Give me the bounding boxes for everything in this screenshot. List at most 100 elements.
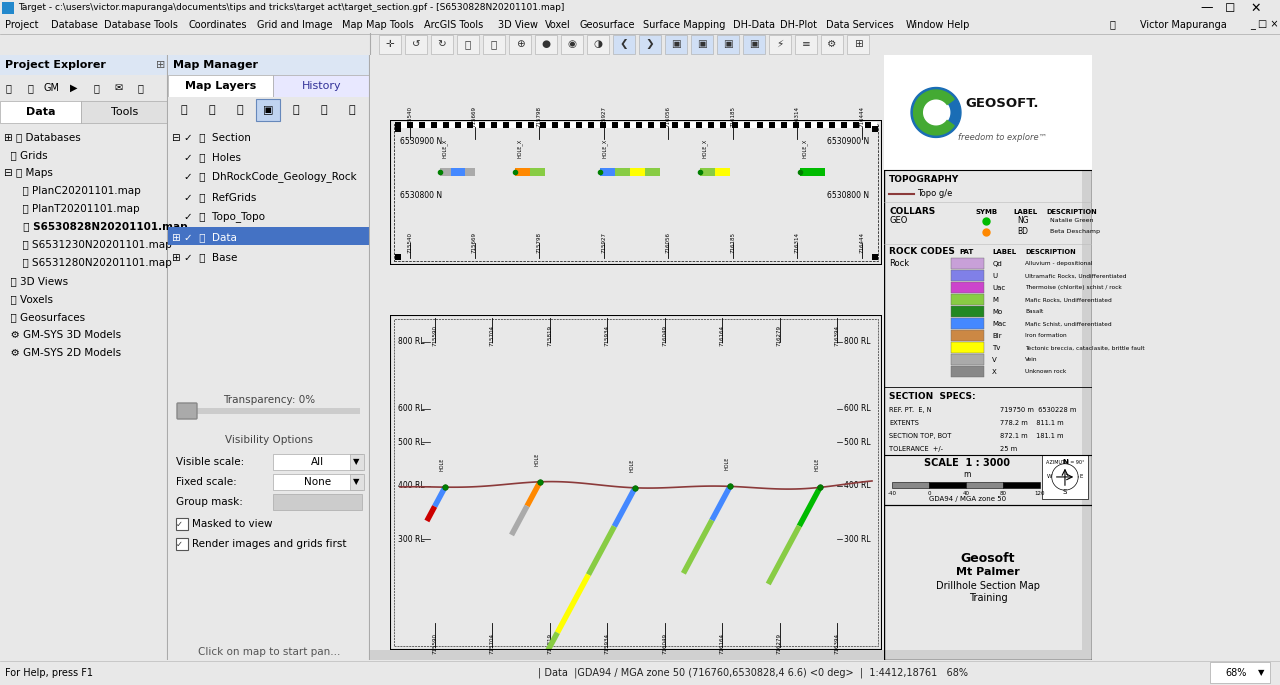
Text: 715540: 715540 xyxy=(407,232,412,253)
Text: 0: 0 xyxy=(927,491,931,496)
Text: ◻: ◻ xyxy=(1225,1,1235,14)
Text: HOLE_X: HOLE_X xyxy=(517,139,522,158)
Bar xyxy=(449,122,456,128)
Bar xyxy=(534,122,540,128)
Bar xyxy=(685,122,690,128)
Bar xyxy=(817,122,823,128)
Bar xyxy=(530,169,545,176)
Text: DESCRIPTION: DESCRIPTION xyxy=(1046,209,1097,215)
Bar xyxy=(696,122,703,128)
Bar xyxy=(527,122,534,128)
Text: ↻: ↻ xyxy=(438,39,447,49)
Text: 715590: 715590 xyxy=(433,325,438,346)
Bar xyxy=(787,122,792,128)
Text: ▼: ▼ xyxy=(1258,668,1265,677)
Bar xyxy=(892,482,929,488)
Bar xyxy=(273,75,370,97)
Bar xyxy=(168,97,370,123)
Text: Visibility Options: Visibility Options xyxy=(225,435,314,445)
Text: ✓  🗺  Topo_Topo: ✓ 🗺 Topo_Topo xyxy=(184,212,265,223)
Bar xyxy=(951,319,984,329)
Text: HOLE_X: HOLE_X xyxy=(803,139,808,158)
Text: None: None xyxy=(303,477,332,487)
Text: 500 RL: 500 RL xyxy=(844,438,870,447)
Text: 600 RL: 600 RL xyxy=(844,404,870,413)
Text: ⊞: ⊞ xyxy=(156,60,165,70)
Text: ✓: ✓ xyxy=(177,540,183,549)
Bar xyxy=(951,306,984,317)
Text: Visible scale:: Visible scale: xyxy=(177,457,244,467)
Text: ✉: ✉ xyxy=(114,83,122,93)
Text: 716049: 716049 xyxy=(662,633,667,654)
Bar xyxy=(570,122,576,128)
Text: ▣: ▣ xyxy=(749,39,759,49)
Bar xyxy=(492,122,498,128)
Text: X: X xyxy=(992,369,997,375)
Text: ✕: ✕ xyxy=(1251,1,1261,14)
Text: ⚡: ⚡ xyxy=(777,39,783,49)
Bar xyxy=(535,35,557,54)
Text: Fixed scale:: Fixed scale: xyxy=(177,477,237,487)
Text: 6530900 N: 6530900 N xyxy=(399,137,443,147)
Text: M: M xyxy=(992,297,998,303)
Bar xyxy=(805,122,810,128)
Bar xyxy=(0,75,168,101)
Text: 🔲: 🔲 xyxy=(293,105,300,115)
Text: E: E xyxy=(1079,475,1083,480)
Text: Rock: Rock xyxy=(890,260,909,269)
Text: Geosoft: Geosoft xyxy=(961,552,1015,565)
Text: W: W xyxy=(1046,475,1052,480)
Text: 🗺 S6531280N20201101.map: 🗺 S6531280N20201101.map xyxy=(15,258,172,268)
Text: | Data  |GDA94 / MGA zone 50 (716760,6530828,4 6.6) <0 deg>  |  1:4412,18761   6: | Data |GDA94 / MGA zone 50 (716760,6530… xyxy=(538,667,968,677)
Bar xyxy=(503,122,509,128)
Bar xyxy=(465,169,475,176)
Text: ◑: ◑ xyxy=(594,39,603,49)
Bar xyxy=(273,494,362,510)
Text: 25 m: 25 m xyxy=(1001,446,1018,452)
Text: 🔍: 🔍 xyxy=(465,39,471,49)
Bar xyxy=(614,169,630,176)
Bar xyxy=(726,122,732,128)
Bar xyxy=(639,35,660,54)
Text: 🗺 S6530828N20201101.map: 🗺 S6530828N20201101.map xyxy=(15,222,188,232)
Bar xyxy=(630,122,636,128)
Text: TOPOGRAPHY: TOPOGRAPHY xyxy=(890,175,959,184)
Text: 💾: 💾 xyxy=(180,105,187,115)
Text: Group mask:: Group mask: xyxy=(177,497,243,507)
Text: 💻: 💻 xyxy=(5,83,12,93)
Text: ⚙ GM-SYS 2D Models: ⚙ GM-SYS 2D Models xyxy=(4,348,122,358)
Bar xyxy=(396,122,401,128)
Bar xyxy=(795,35,817,54)
Bar xyxy=(799,122,805,128)
Text: S: S xyxy=(1062,489,1068,495)
Text: HOLE: HOLE xyxy=(439,458,444,471)
Bar xyxy=(666,35,687,54)
Bar xyxy=(413,122,419,128)
Text: HOLE: HOLE xyxy=(814,458,819,471)
Bar xyxy=(847,35,869,54)
Text: 🔵: 🔵 xyxy=(348,105,356,115)
Bar xyxy=(370,650,1082,660)
Text: 3D View: 3D View xyxy=(498,19,538,29)
Text: 68%: 68% xyxy=(1225,667,1247,677)
Bar xyxy=(440,169,451,176)
Text: Tectonic breccia, cataclasite, brittle fault: Tectonic breccia, cataclasite, brittle f… xyxy=(1025,345,1146,351)
Bar xyxy=(0,55,168,75)
Bar xyxy=(600,169,614,176)
Text: ⬜: ⬜ xyxy=(321,105,328,115)
Text: AZIMUTH = 90°: AZIMUTH = 90° xyxy=(1046,460,1084,465)
Bar xyxy=(256,99,280,121)
Text: 715819: 715819 xyxy=(548,325,553,346)
Bar xyxy=(852,122,859,128)
Bar xyxy=(561,35,582,54)
Text: Transparency: 0%: Transparency: 0% xyxy=(223,395,315,405)
Bar xyxy=(951,271,984,282)
Bar xyxy=(870,122,877,128)
Text: ▣: ▣ xyxy=(723,39,733,49)
Text: 🔵: 🔵 xyxy=(137,83,143,93)
Text: HOLE_X: HOLE_X xyxy=(442,139,448,158)
Text: 715927: 715927 xyxy=(602,106,607,127)
Bar xyxy=(951,295,984,306)
Bar xyxy=(721,122,726,128)
Text: Basalt: Basalt xyxy=(1025,310,1043,314)
